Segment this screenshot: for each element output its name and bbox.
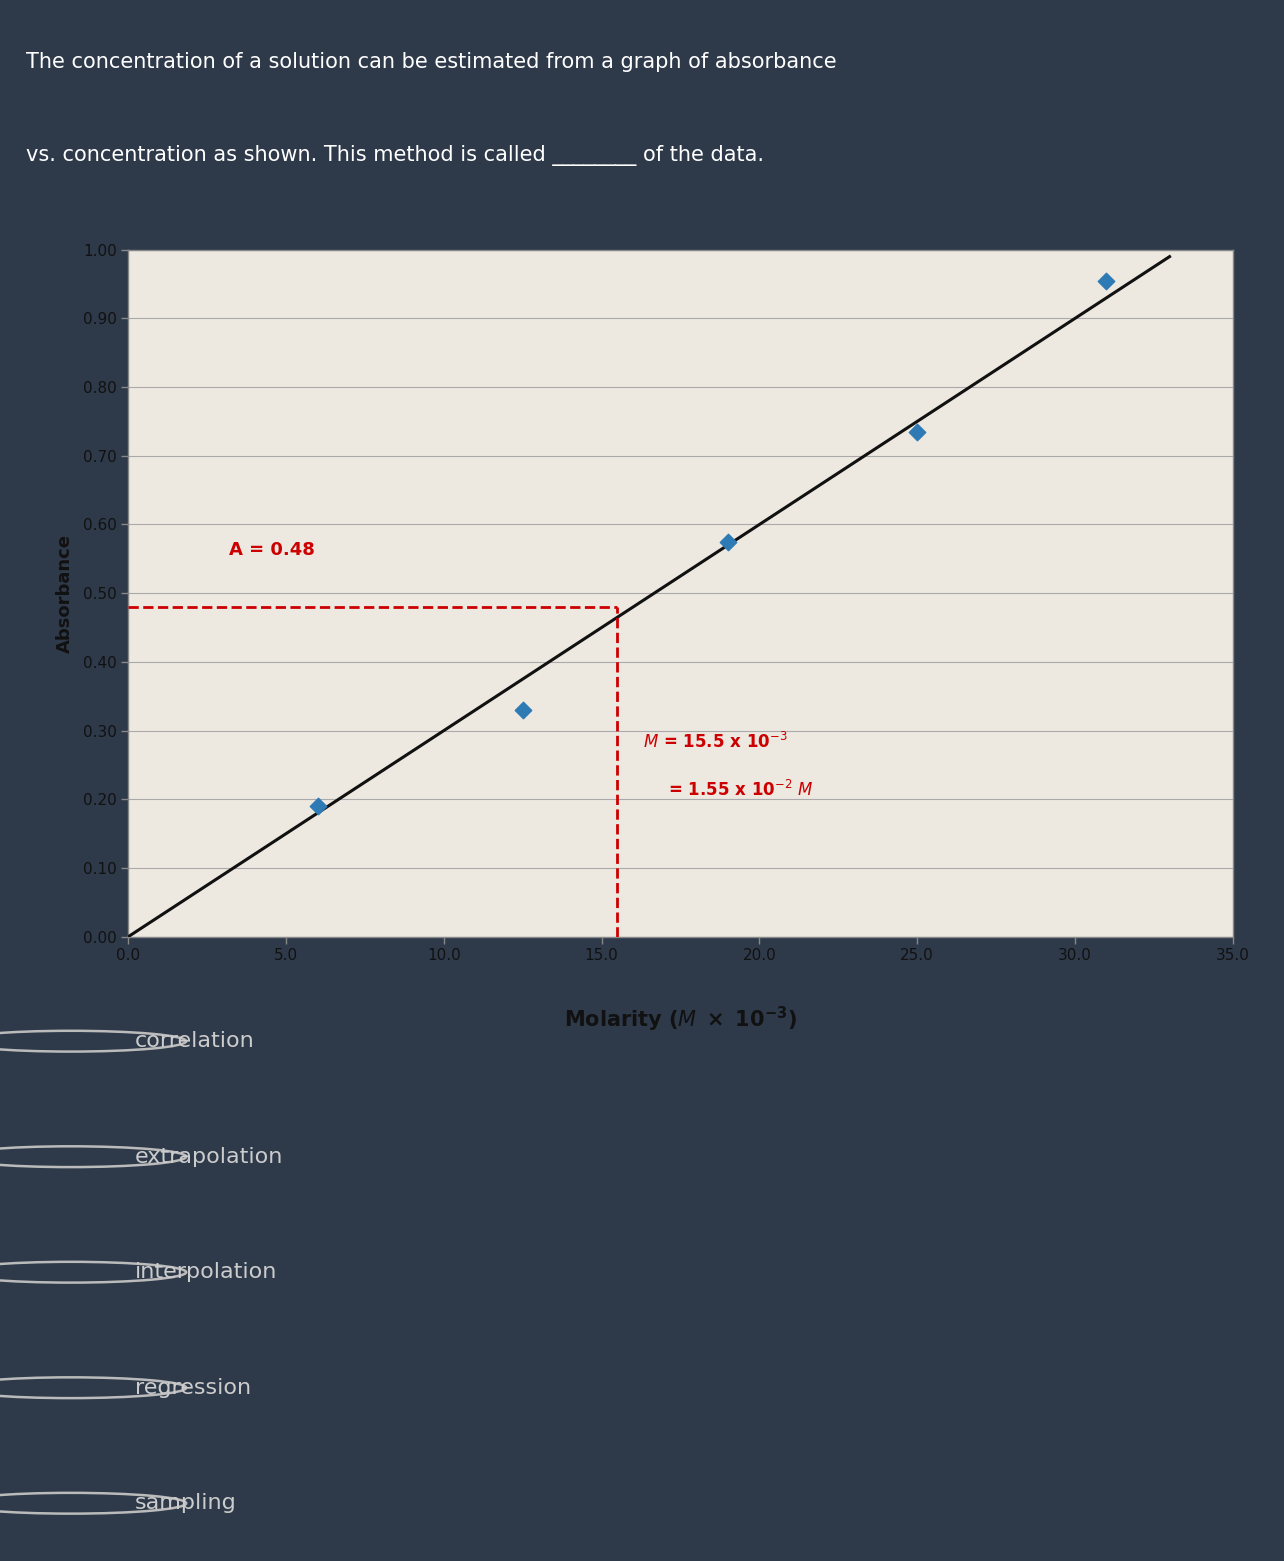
Text: correlation: correlation xyxy=(135,1032,254,1051)
Text: regression: regression xyxy=(135,1378,250,1397)
Text: The concentration of a solution can be estimated from a graph of absorbance: The concentration of a solution can be e… xyxy=(26,52,836,72)
Point xyxy=(718,529,738,554)
Text: interpolation: interpolation xyxy=(135,1263,277,1282)
Text: extrapolation: extrapolation xyxy=(135,1147,284,1166)
Y-axis label: Absorbance: Absorbance xyxy=(56,534,74,652)
Point xyxy=(907,420,927,445)
Text: A = 0.48: A = 0.48 xyxy=(230,542,316,559)
Point xyxy=(1097,268,1117,293)
Text: vs. concentration as shown. This method is called ________ of the data.: vs. concentration as shown. This method … xyxy=(26,145,764,165)
Text: = 1.55 x 10$^{-2}$ $M$: = 1.55 x 10$^{-2}$ $M$ xyxy=(668,779,814,799)
Text: sampling: sampling xyxy=(135,1494,236,1513)
Point xyxy=(307,793,327,818)
Text: $\mathbf{Molarity\ (}$$\mathit{M}$$\mathbf{\ \times\ 10^{-3})}$: $\mathbf{Molarity\ (}$$\mathit{M}$$\math… xyxy=(564,1005,797,1035)
Point xyxy=(512,698,533,723)
Text: $M$ = 15.5 x 10$^{-3}$: $M$ = 15.5 x 10$^{-3}$ xyxy=(643,732,787,752)
